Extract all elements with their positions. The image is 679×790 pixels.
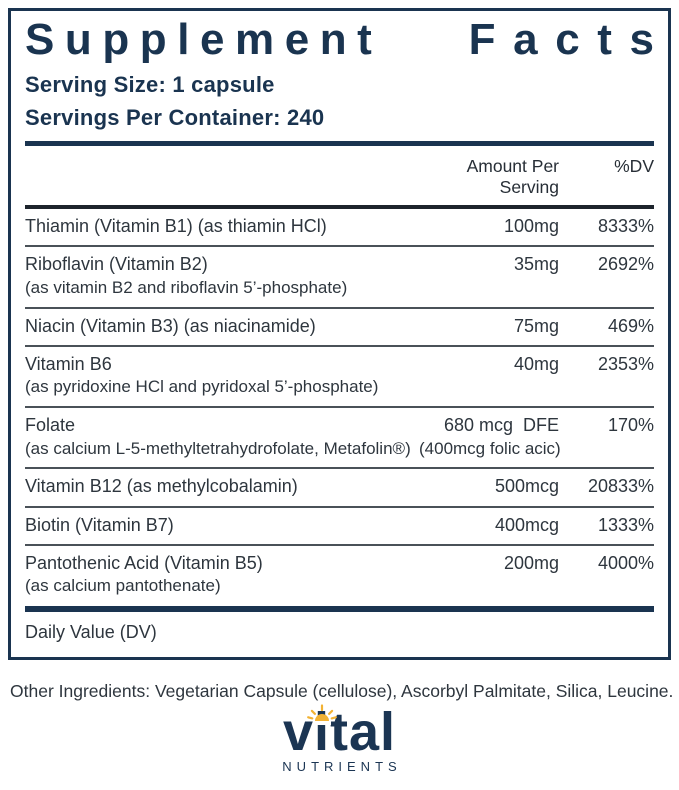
serving-size: Serving Size: 1 capsule <box>25 72 275 98</box>
nutrient-name: Vitamin B12 (as methylcobalamin) <box>25 476 298 497</box>
header-divider <box>25 205 654 210</box>
logo-subtext: NUTRIENTS <box>282 759 402 775</box>
nutrient-row-niacin: Niacin (Vitamin B3) (as niacinamide) 75m… <box>25 306 654 345</box>
nutrient-name: Niacin (Vitamin B3) (as niacinamide) <box>25 315 316 336</box>
nutrient-row-biotin: Biotin (Vitamin B7) 400mcg 1333% <box>25 505 654 544</box>
logo-wordmark: vital <box>282 702 397 763</box>
amount-value: 40mg <box>513 354 559 375</box>
nutrient-row-vitamin-b6: Vitamin B6 (as pyridoxine HCl and pyridox… <box>25 345 654 406</box>
dv-value: 4000% <box>597 553 654 574</box>
nutrient-source: (as calcium pantothenate) <box>25 576 221 596</box>
amount-sub: (400mcg folic acic) <box>419 438 561 458</box>
dv-value: 8333% <box>597 216 654 237</box>
amount-value: 200mg <box>503 553 559 574</box>
nutrient-source: (as calcium L-5-methyltetrahydrofolate, … <box>25 438 411 458</box>
nutrient-row-folate: Folate (as calcium L-5-methyltetrahydrofo… <box>25 406 654 467</box>
nutrient-name: Pantothenic Acid (Vitamin B5) <box>25 553 263 574</box>
servings-per-container: Servings Per Container: 240 <box>25 104 325 130</box>
sun-icon <box>307 704 337 726</box>
amount-value: 35mg <box>513 254 559 275</box>
dv-value: 20833% <box>587 476 654 497</box>
brand-logo: vital NUTRIENTS <box>0 702 679 775</box>
nutrient-name: Riboflavin (Vitamin B2) <box>25 254 208 275</box>
nutrient-source: (as vitamin B2 and riboflavin 5’-phospha… <box>25 277 348 297</box>
dv-value: 2353% <box>597 354 654 375</box>
panel-title: Supplement Facts <box>25 15 654 64</box>
column-header-amount: Amount Per Serving <box>466 156 559 198</box>
nutrient-source: (as pyridoxine HCl and pyridoxal 5’-phos… <box>25 377 379 397</box>
other-ingredients: Other Ingredients: Vegetarian Capsule (c… <box>10 680 674 701</box>
divider-thick <box>25 141 654 147</box>
dv-value: 469% <box>607 315 654 336</box>
column-header-dv: %DV <box>614 156 654 177</box>
amount-value: 100mg <box>503 216 559 237</box>
nutrient-row-vitamin-b12: Vitamin B12 (as methylcobalamin) 500mcg … <box>25 467 654 505</box>
daily-value-footnote: Daily Value (DV) <box>25 622 157 643</box>
dv-value: 2692% <box>597 254 654 275</box>
dv-value: 1333% <box>597 514 654 535</box>
nutrient-name: Vitamin B6 <box>25 354 112 375</box>
amount-value: 400mcg <box>494 514 559 535</box>
nutrient-name: Biotin (Vitamin B7) <box>25 514 174 535</box>
nutrient-name: Folate <box>25 415 76 436</box>
amount-value: 500mcg <box>494 476 559 497</box>
title-word-supplement: Supplement <box>25 15 383 64</box>
table-header: Amount Per Serving %DV <box>25 146 654 205</box>
nutrient-row-riboflavin: Riboflavin (Vitamin B2) (as vitamin B2 an… <box>25 245 654 306</box>
amount-value: 75mg <box>513 315 559 336</box>
nutrient-name: Thiamin (Vitamin B1) (as thiamin HCl) <box>25 216 327 237</box>
supplement-label: Supplement Facts Serving Size: 1 capsule… <box>0 8 679 775</box>
nutrient-row-pantothenic-acid: Pantothenic Acid (Vitamin B5) (as calcium… <box>25 544 654 605</box>
footnote-divider <box>25 606 654 613</box>
supplement-facts-panel: Supplement Facts Serving Size: 1 capsule… <box>8 8 671 660</box>
logo-word-text: vital <box>282 702 397 763</box>
dv-value: 170% <box>607 415 654 436</box>
title-word-facts: Facts <box>468 15 672 64</box>
nutrient-row-thiamin: Thiamin (Vitamin B1) (as thiamin HCl) 10… <box>25 209 654 245</box>
amount-value: 680 mcg DFE <box>443 415 559 436</box>
